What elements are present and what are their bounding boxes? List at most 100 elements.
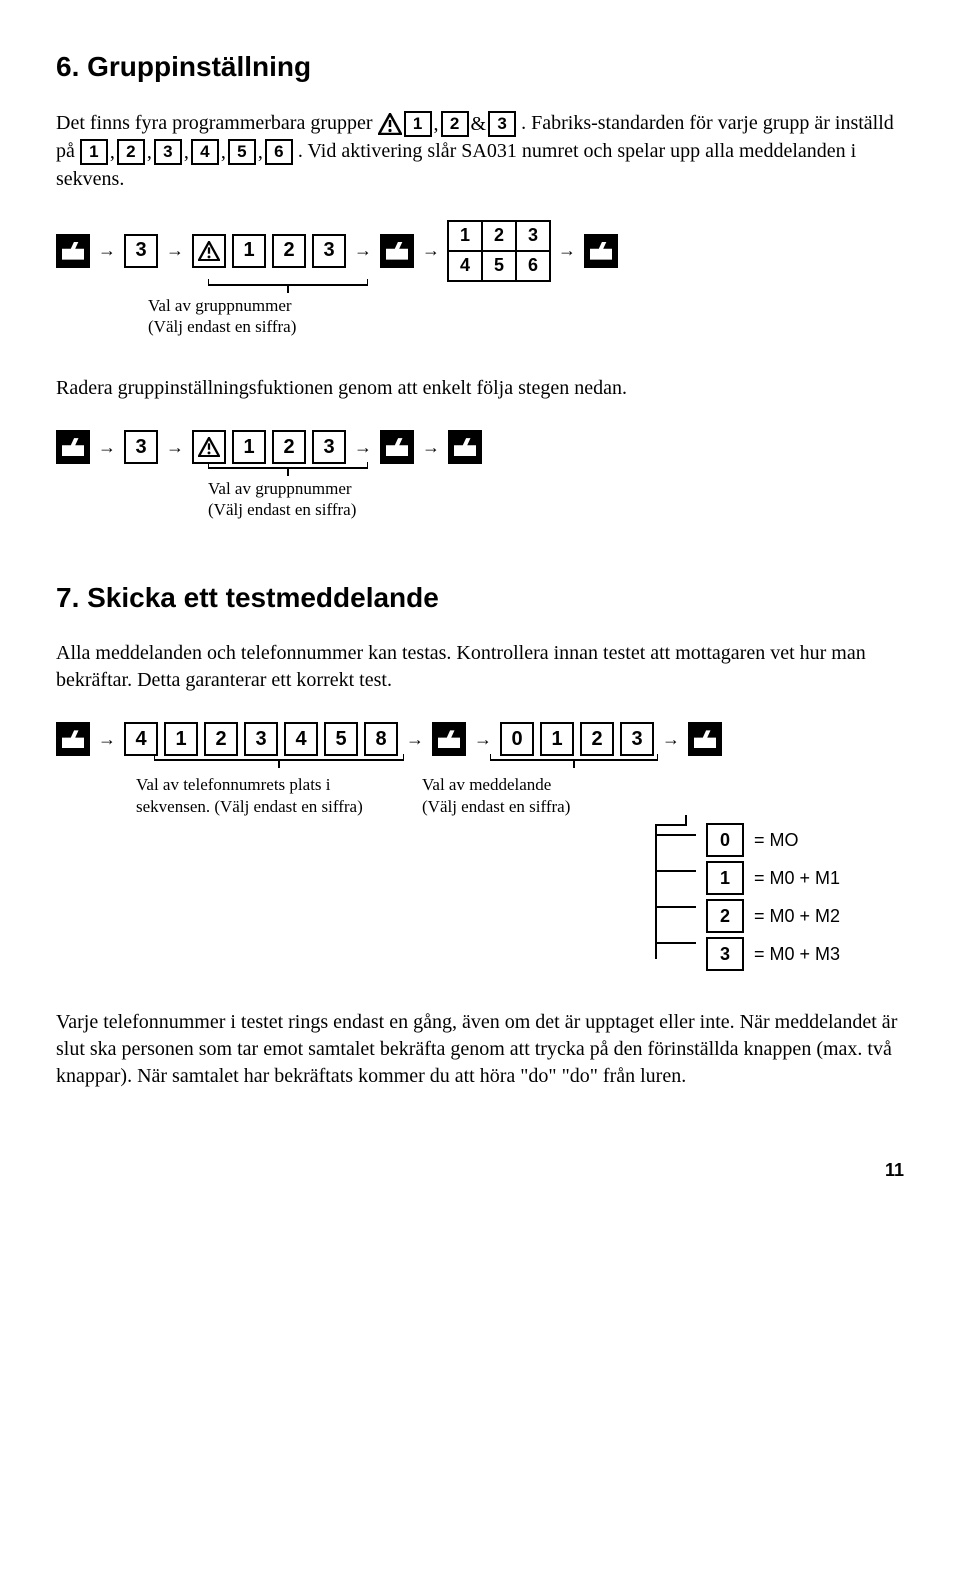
- key-3-icon: 3: [124, 234, 158, 268]
- sequence-diagram-2: → 3 → 1 2 3 → → Val av gruppnummer (Välj…: [56, 430, 904, 521]
- phone-icon: [584, 234, 618, 268]
- key-4-icon: 4: [284, 722, 318, 756]
- phone-icon: [56, 234, 90, 268]
- phone-icon: [688, 722, 722, 756]
- warning-triangle-icon: [192, 430, 226, 464]
- caption-message-select: Val av meddelande (Välj endast en siffra…: [422, 774, 622, 817]
- arrow-icon: →: [352, 435, 374, 459]
- amp-text: &: [471, 111, 487, 138]
- phone-icon: [56, 430, 90, 464]
- sequence-diagram-3: → 4 1 2 3 4 5 8 → → 0 1 2 3 → Val av tel…: [56, 722, 904, 971]
- key-4-icon: 4: [124, 722, 158, 756]
- legend-text: = MO: [754, 828, 864, 852]
- legend-row: 2 = M0 + M2: [706, 899, 864, 933]
- arrow-icon: →: [404, 727, 426, 751]
- legend-text: = M0 + M1: [754, 866, 864, 890]
- warning-triangle-icon: [378, 113, 402, 135]
- caption-phone-position: Val av telefonnumrets plats i sekvensen.…: [136, 774, 386, 817]
- keypad-grid-icon: 1 2 3 4 5 6: [448, 221, 550, 281]
- bracket-icon: [208, 462, 368, 476]
- legend-row: 3 = M0 + M3: [706, 937, 864, 971]
- text-fragment: Det finns fyra programmerbara grupper: [56, 112, 378, 134]
- arrow-icon: →: [96, 238, 118, 262]
- key-3-icon: 3: [244, 722, 278, 756]
- key-3-icon: 3: [706, 937, 744, 971]
- key-1-icon: 1: [232, 430, 266, 464]
- bracket-icon: [490, 754, 658, 768]
- comma: ,: [110, 139, 115, 166]
- key-8-icon: 8: [364, 722, 398, 756]
- arrow-icon: →: [420, 435, 442, 459]
- arrow-icon: →: [96, 435, 118, 459]
- legend-row: 0 = MO: [706, 823, 864, 857]
- phone-icon: [56, 722, 90, 756]
- key-1-icon: 1: [232, 234, 266, 268]
- caption-line: (Välj endast en siffra): [148, 317, 296, 336]
- key-5-icon: 5: [324, 722, 358, 756]
- key-3-icon: 3: [620, 722, 654, 756]
- caption-line: Val av gruppnummer: [148, 296, 292, 315]
- grid-cell: 3: [515, 220, 551, 252]
- legend-text: = M0 + M2: [754, 904, 864, 928]
- key-1-icon: 1: [706, 861, 744, 895]
- arrow-icon: →: [472, 727, 494, 751]
- caption-line: Val av meddelande: [422, 775, 551, 794]
- comma: ,: [221, 139, 226, 166]
- phone-icon: [380, 234, 414, 268]
- caption-line: (Välj endast en siffra): [422, 797, 570, 816]
- phone-icon: [380, 430, 414, 464]
- key-0-icon: 0: [706, 823, 744, 857]
- arrow-icon: →: [352, 238, 374, 262]
- key-5-icon: 5: [228, 139, 256, 165]
- sequence-diagram-1: → 3 → 1 2 3 → → 1 2 3 4 5 6 → Val av gru…: [56, 221, 904, 338]
- section-6-intro: Det finns fyra programmerbara grupper 1,…: [56, 110, 904, 193]
- warning-triangle-icon: [192, 234, 226, 268]
- grid-cell: 6: [515, 250, 551, 282]
- phone-icon: [432, 722, 466, 756]
- legend-row: 1 = M0 + M1: [706, 861, 864, 895]
- grid-cell: 5: [481, 250, 517, 282]
- key-3-icon: 3: [488, 111, 516, 137]
- page-number: 11: [56, 1158, 904, 1182]
- branch-lines-icon: [646, 815, 706, 965]
- legend-text: = M0 + M3: [754, 942, 864, 966]
- section-6-title: 6. Gruppinställning: [56, 48, 904, 86]
- arrow-icon: →: [660, 727, 682, 751]
- arrow-icon: →: [420, 238, 442, 262]
- key-2-icon: 2: [580, 722, 614, 756]
- caption-group-number: Val av gruppnummer (Välj endast en siffr…: [208, 478, 904, 521]
- key-2-icon: 2: [441, 111, 469, 137]
- comma: ,: [258, 139, 263, 166]
- caption-line: sekvensen. (Välj endast en siffra): [136, 797, 363, 816]
- key-0-icon: 0: [500, 722, 534, 756]
- section-7-para1: Alla meddelanden och telefonnummer kan t…: [56, 640, 904, 694]
- grid-cell: 4: [447, 250, 483, 282]
- bracket-icon: [154, 754, 404, 768]
- key-4-icon: 4: [191, 139, 219, 165]
- comma: ,: [147, 139, 152, 166]
- caption-line: Val av telefonnumrets plats i: [136, 775, 331, 794]
- grid-cell: 2: [481, 220, 517, 252]
- grid-cell: 1: [447, 220, 483, 252]
- arrow-icon: →: [164, 238, 186, 262]
- key-3-icon: 3: [312, 234, 346, 268]
- section-6-para2: Radera gruppinställningsfuktionen genom …: [56, 375, 904, 402]
- bracket-icon: [208, 279, 368, 293]
- key-6-icon: 6: [265, 139, 293, 165]
- key-1-icon: 1: [404, 111, 432, 137]
- arrow-icon: →: [556, 238, 578, 262]
- comma: ,: [434, 111, 439, 138]
- key-1-icon: 1: [80, 139, 108, 165]
- key-1-icon: 1: [540, 722, 574, 756]
- key-1-icon: 1: [164, 722, 198, 756]
- key-3-icon: 3: [154, 139, 182, 165]
- caption-line: Val av gruppnummer: [208, 479, 352, 498]
- caption-group-number: Val av gruppnummer (Välj endast en siffr…: [148, 295, 904, 338]
- key-2-icon: 2: [204, 722, 238, 756]
- phone-icon: [448, 430, 482, 464]
- key-2-icon: 2: [117, 139, 145, 165]
- key-2-icon: 2: [272, 234, 306, 268]
- key-3-icon: 3: [312, 430, 346, 464]
- key-2-icon: 2: [272, 430, 306, 464]
- arrow-icon: →: [96, 727, 118, 751]
